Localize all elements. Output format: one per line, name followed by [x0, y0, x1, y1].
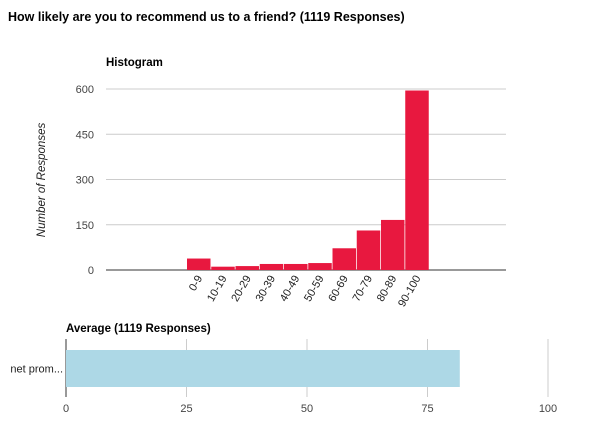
histogram-x-tick-label: 60-69 — [326, 274, 350, 304]
histogram-bar — [187, 258, 211, 270]
histogram-bar — [356, 230, 381, 270]
average-x-tick-label: 50 — [301, 403, 313, 415]
average-x-tick-label: 0 — [63, 403, 69, 415]
histogram-bar — [332, 248, 356, 270]
histogram-chart: Histogram Number of Responses 0 150 300 450… — [36, 57, 506, 309]
average-chart: Average (1119 Responses) net prom... 0 25… — [10, 323, 557, 415]
histogram-gridlines — [106, 88, 506, 271]
histogram-bar — [259, 263, 284, 270]
average-x-tick-label: 100 — [539, 403, 557, 415]
histogram-x-tick-label: 90-100 — [396, 274, 424, 310]
page-title: How likely are you to recommend us to a … — [8, 10, 405, 24]
histogram-y-tick-label: 150 — [76, 220, 94, 232]
histogram-x-tick-label: 30-39 — [254, 274, 278, 304]
histogram-x-tick-label: 10-19 — [205, 274, 229, 304]
histogram-y-axis-label: Number of Responses — [36, 123, 48, 238]
histogram-x-tick-label: 80-89 — [375, 274, 399, 304]
histogram-bar — [405, 90, 429, 270]
average-x-tick-label: 25 — [180, 403, 192, 415]
histogram-x-tick-label: 40-49 — [278, 274, 302, 304]
histogram-x-tick-label: 70-79 — [351, 274, 375, 304]
histogram-bar — [235, 266, 259, 270]
histogram-y-tick-label: 0 — [88, 265, 94, 277]
average-title: Average (1119 Responses) — [66, 323, 211, 335]
histogram-x-tick-label: 50-59 — [302, 274, 326, 304]
average-x-tick-label: 75 — [421, 403, 433, 415]
histogram-bar — [284, 263, 308, 270]
histogram-bar — [381, 219, 405, 270]
histogram-x-tick-label: 0-9 — [187, 274, 205, 294]
average-bar — [66, 350, 460, 387]
histogram-bars — [187, 90, 429, 270]
average-bars — [66, 350, 460, 387]
histogram-x-ticks: 0-9 10-19 20-29 30-39 40-49 50-59 60-69 70-79 80… — [187, 274, 424, 310]
histogram-x-tick-label: 20-29 — [229, 274, 253, 304]
average-category-label: net prom... — [10, 364, 63, 376]
histogram-y-tick-label: 600 — [76, 84, 94, 96]
histogram-bar — [308, 263, 332, 270]
average-category-labels: net prom... — [10, 364, 63, 376]
histogram-y-tick-label: 450 — [76, 129, 94, 141]
histogram-title: Histogram — [106, 57, 163, 69]
histogram-bar — [211, 266, 235, 270]
histogram-y-tick-label: 300 — [76, 175, 94, 187]
histogram-y-ticks: 0 150 300 450 600 — [76, 84, 94, 277]
average-x-ticks: 0 25 50 75 100 — [63, 403, 557, 415]
